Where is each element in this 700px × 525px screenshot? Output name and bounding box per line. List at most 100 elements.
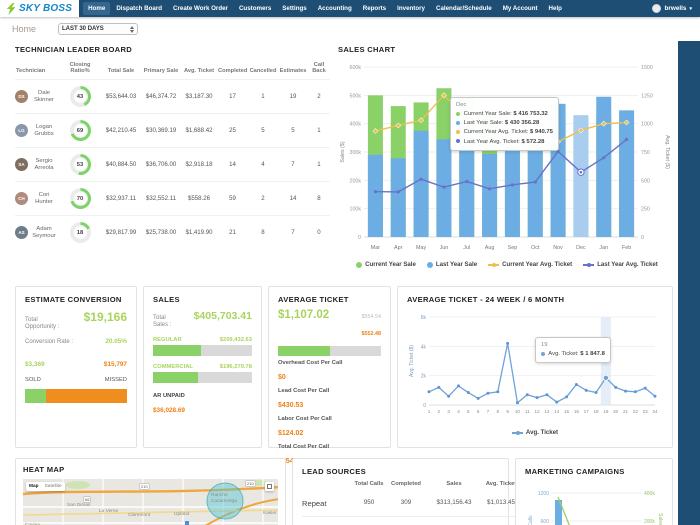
lead-source-value: 950 <box>352 493 386 517</box>
segment-regular: REGULAR $209,432.63 <box>153 337 252 343</box>
top-nav: SKY BOSS Home Dispatch Board Create Work O… <box>0 0 700 17</box>
cell-primary-sale: $25,738.00 <box>141 215 181 249</box>
nav-item-create-work-order[interactable]: Create Work Order <box>173 5 228 12</box>
sales-chart-tooltip: Dec Current Year Sale: $ 416 753.32 Last… <box>450 97 559 151</box>
nav-item-settings[interactable]: Settings <box>282 5 307 12</box>
nav-item-reports[interactable]: Reports <box>362 5 387 12</box>
lead-source-value: 309 <box>386 493 426 517</box>
cell-completed: 25 <box>217 113 248 147</box>
legend-item-avg-ticket: Avg. Ticket <box>511 429 558 436</box>
svg-text:0: 0 <box>358 235 361 241</box>
svg-text:200k: 200k <box>350 178 362 184</box>
svg-text:15: 15 <box>564 409 570 414</box>
logo-text: SKY BOSS <box>19 3 73 14</box>
nav-item-customers[interactable]: Customers <box>238 5 272 12</box>
closing-ratio-ring: 43 <box>69 86 91 107</box>
sales-chart-panel: SALES CHART 0 0 100k 250 200k 500 300k 750 400k 1… <box>338 45 676 268</box>
total-opportunity-value: $19,166 <box>83 310 127 324</box>
svg-text:9: 9 <box>506 409 509 414</box>
fullscreen-icon[interactable] <box>265 482 274 491</box>
column-header-sales: Sales <box>446 481 462 487</box>
svg-text:1500: 1500 <box>641 65 653 71</box>
marketing-campaigns-card: MARKETING CAMPAIGNS 1200 400k 600 200k Calls… <box>515 458 673 525</box>
svg-text:13: 13 <box>544 409 550 414</box>
cell-total-sale: $32,937.11 <box>101 181 141 215</box>
cell-cancelled: 2 <box>248 181 278 215</box>
cell-estimates: 14 <box>278 181 308 215</box>
map-label-claremont: Claremont <box>128 513 151 518</box>
sold-label: SOLD <box>25 376 41 383</box>
svg-text:16: 16 <box>574 409 580 414</box>
map-label-rancho-cucamonga: Rancho Cucamonga <box>211 493 237 504</box>
nav-item-dispatch-board[interactable]: Dispatch Board <box>116 5 163 12</box>
ref-orange-value: $552.48 <box>361 331 382 338</box>
estimate-conversion-title: ESTIMATE CONVERSION <box>25 295 122 304</box>
toolbar: Home LAST 30 DAYS <box>0 17 700 41</box>
cell-estimates: 19 <box>278 79 308 113</box>
svg-text:22: 22 <box>633 409 639 414</box>
svg-text:2: 2 <box>438 409 441 414</box>
technician-avatar: CH <box>15 192 28 205</box>
column-header-total-calls: Total Calls <box>354 481 384 487</box>
heat-map[interactable]: Map Satellite Covina San Dimas La Verne Cla… <box>23 479 278 525</box>
user-menu[interactable]: brwells ▾ <box>652 4 700 13</box>
svg-text:600: 600 <box>541 519 550 525</box>
svg-text:Nov: Nov <box>553 245 563 251</box>
leaderboard-title: TECHNICIAN LEADER BOARD <box>15 45 133 54</box>
svg-text:1250: 1250 <box>641 93 653 99</box>
average-ticket-bar <box>278 345 381 356</box>
svg-text:500: 500 <box>641 178 650 184</box>
svg-text:Mar: Mar <box>371 245 380 251</box>
nav-item-home[interactable]: Home <box>83 2 111 15</box>
conversion-rate-label: Conversion Rate : <box>25 339 74 346</box>
map-label-covina: Covina <box>25 523 55 525</box>
legend-item-last-year-avg-ticket: Last Year Avg. Ticket <box>583 261 658 268</box>
svg-text:1200: 1200 <box>538 491 549 497</box>
lead-source-name: Repeat <box>302 493 352 517</box>
sales-card-title: SALES <box>153 295 180 304</box>
highway-shield-icon: 210 <box>245 480 256 487</box>
total-opportunity-label: Total Opportunity : <box>25 317 60 331</box>
technician-name: Sergio Arreola <box>34 157 54 171</box>
column-header-closing-ratio: Closing Ratio% <box>69 62 91 74</box>
breadcrumb[interactable]: Home <box>12 24 37 34</box>
map-label-upland: Upland <box>174 512 190 517</box>
svg-text:2k: 2k <box>421 374 427 380</box>
cost-item-label: Total Cost Per Call <box>278 443 330 450</box>
sales-card: SALES Total Sales : $405,703.41 REGULAR $… <box>143 286 262 448</box>
logo-icon <box>6 2 16 15</box>
map-button[interactable]: Map <box>29 484 39 489</box>
sales-chart[interactable]: 0 0 100k 250 200k 500 300k 750 400k 1000 500k 1250 6… <box>338 59 676 260</box>
svg-text:Calls: Calls <box>528 515 534 525</box>
svg-text:Dec: Dec <box>576 245 586 251</box>
nav-item-calendar-schedule[interactable]: Calendar/Schedule <box>435 5 492 12</box>
marketing-campaigns-chart[interactable]: 1200 400k 600 200k Calls Sales ($) <box>525 481 663 525</box>
technician-cell: DS Dale Skinner <box>15 79 59 113</box>
average-ticket-24wk-chart[interactable]: 0 2k 4k 6k Avg. Ticket ($) 1 2 3 4 5 6 7 8 9 10 11 12 13 1… <box>407 309 663 428</box>
satellite-button[interactable]: Satellite <box>44 484 62 489</box>
cell-estimates: 5 <box>278 113 308 147</box>
column-header-call-back: Call Back <box>312 62 326 74</box>
cost-item-label: Lead Cost Per Call <box>278 387 330 394</box>
svg-text:300k: 300k <box>350 150 362 156</box>
missed-value: $15,797 <box>103 360 127 368</box>
svg-text:8: 8 <box>497 409 500 414</box>
nav-item-help[interactable]: Help <box>548 5 562 12</box>
svg-text:Avg. Ticket ($): Avg. Ticket ($) <box>664 135 670 169</box>
nav-item-inventory[interactable]: Inventory <box>397 5 425 12</box>
closing-ratio-ring: 53 <box>69 154 91 175</box>
cell-primary-sale: $36,706.00 <box>141 147 181 181</box>
closing-ratio-cell: 18 <box>59 215 101 249</box>
date-range-select[interactable]: LAST 30 DAYS <box>58 23 139 35</box>
tooltip-week: 19 <box>541 342 548 348</box>
nav-item-my-account[interactable]: My Account <box>502 5 538 12</box>
svg-text:6: 6 <box>477 409 480 414</box>
column-header-estimates: Estimates <box>279 68 307 74</box>
svg-text:100k: 100k <box>350 207 362 213</box>
map-label-san-dimas: San Dimas <box>67 503 91 508</box>
svg-text:6k: 6k <box>421 315 427 321</box>
technician-avatar: AS <box>15 226 28 239</box>
nav-item-accounting[interactable]: Accounting <box>317 5 352 12</box>
logo[interactable]: SKY BOSS <box>0 0 80 17</box>
technician-avatar: SA <box>15 158 28 171</box>
